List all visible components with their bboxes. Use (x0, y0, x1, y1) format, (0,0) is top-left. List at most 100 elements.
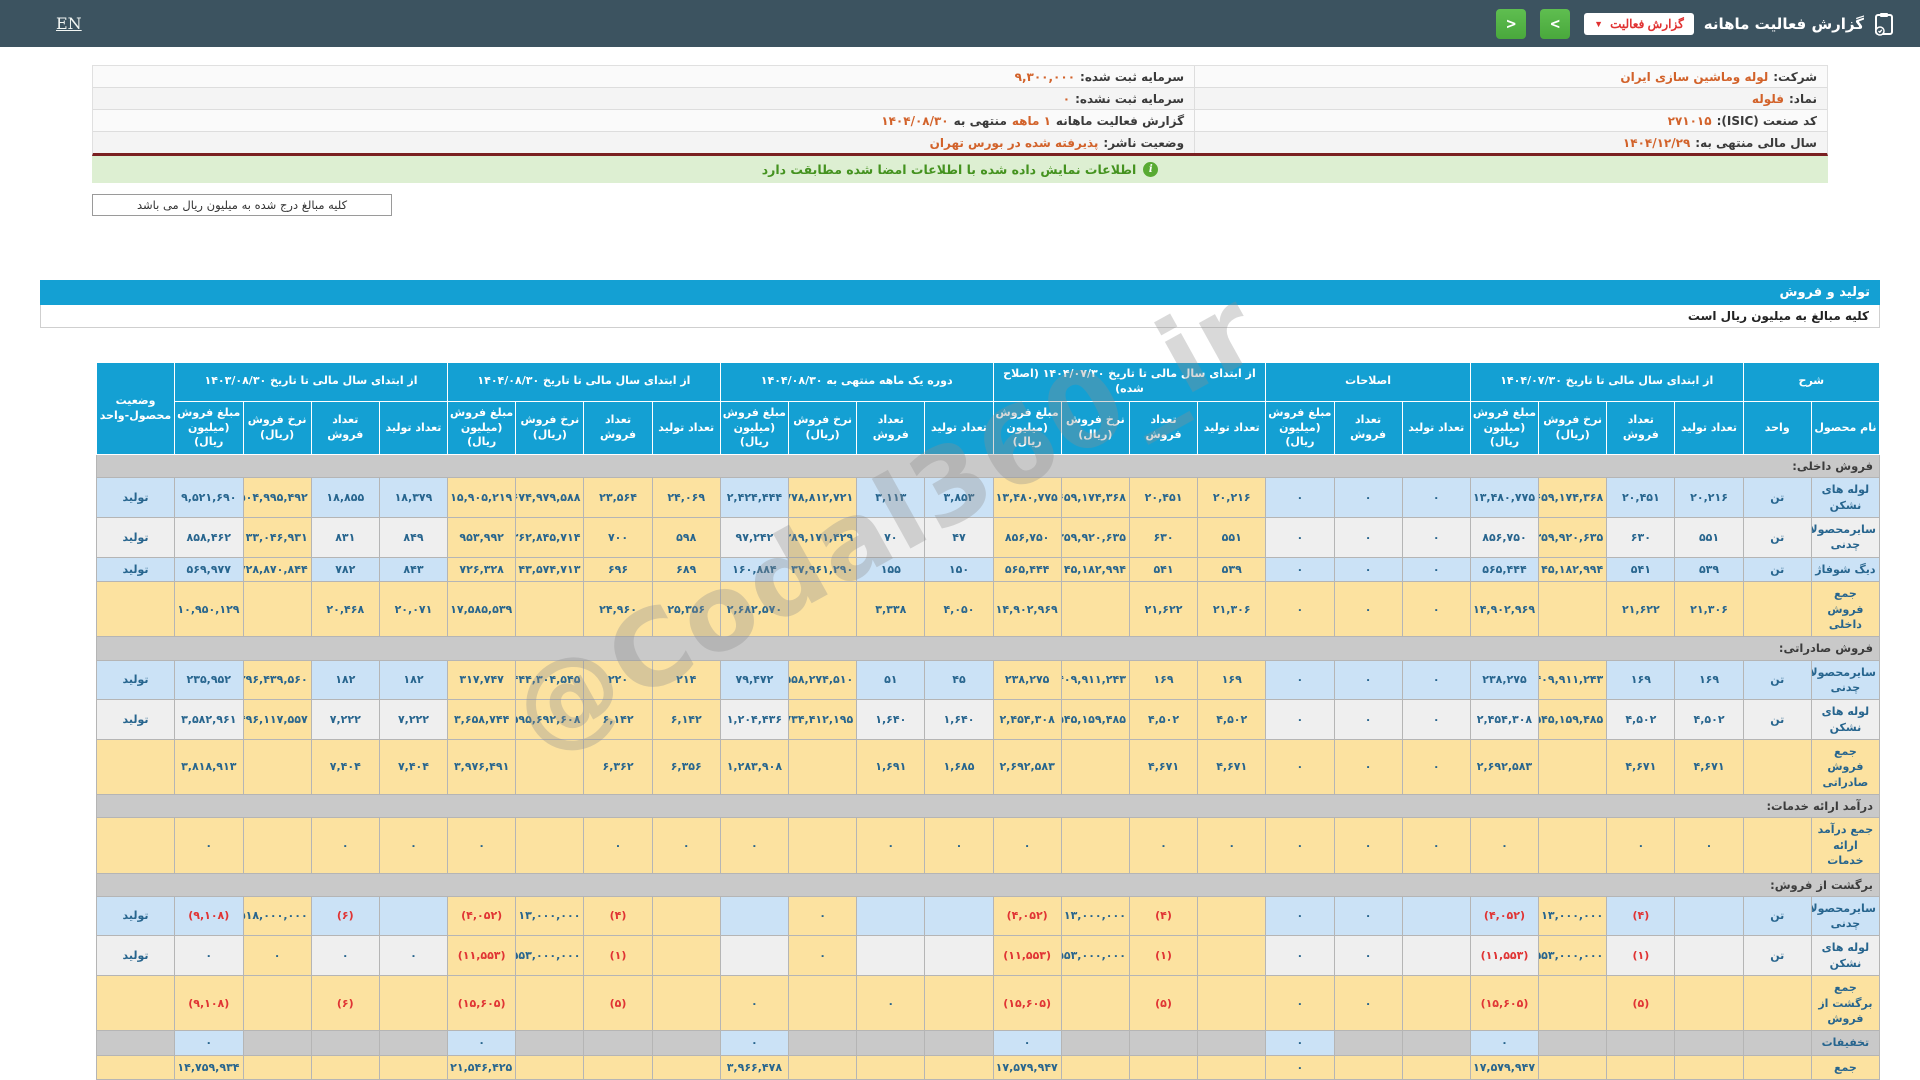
table-cell: ۰ (1197, 817, 1267, 874)
table-cell: ۲۱,۳۰۶ (1674, 581, 1744, 638)
next-report-button[interactable]: > (1540, 8, 1571, 39)
table-cell: ۱۴,۷۵۹,۹۳۴ (174, 1054, 244, 1080)
table-row: لوله های نشکن تن ۴,۵۰۲ ۴,۵۰۲ ۵۴۵,۱۵۹,۴۸۵ ۲,۴۵… (96, 699, 1881, 741)
table-cell: ۰ (1333, 699, 1403, 741)
table-cell: ۷۲۶,۳۲۸ (447, 556, 517, 583)
table-cell (583, 1054, 653, 1080)
table-cell (378, 975, 449, 1032)
table-cell (856, 1054, 926, 1080)
table-cell (242, 1054, 312, 1080)
table-cell: ۲۳۵,۹۵۲ (174, 659, 244, 701)
status-cell (96, 739, 175, 796)
column-header: تعداد فروش (1333, 400, 1403, 456)
table-cell: ۲,۴۵۴,۳۰۸ (992, 699, 1062, 741)
report-type-dropdown[interactable]: گزارش فعالیت ▼ (1584, 12, 1694, 35)
table-cell: ۱,۵۱۸,۰۰۰,۰۰۰ (242, 895, 312, 937)
table-cell (1197, 895, 1267, 937)
table-cell (1128, 1054, 1199, 1080)
table-cell: ۲۱۴ (651, 659, 721, 701)
info-label: کد صنعت (ISIC): (1716, 114, 1817, 128)
table-cell: ۱,۰۴۵,۱۸۲,۹۹۴ (1060, 556, 1130, 583)
table-cell: ۴,۶۷۱ (1606, 739, 1676, 796)
table-cell: ۰ (1401, 581, 1471, 638)
column-header: مبلغ فروش (میلیون ریال) (1469, 400, 1540, 456)
table-cell: ۱۰,۹۵۰,۱۲۹ (174, 581, 244, 638)
language-toggle-link[interactable]: EN (56, 14, 82, 33)
table-cell: ۰ (378, 817, 449, 874)
product-name-cell: جمع فروش داخلی (1810, 581, 1881, 638)
table-cell: تن (1742, 895, 1812, 937)
table-cell: ۲۰,۲۱۶ (1674, 477, 1744, 519)
table-cell (515, 739, 585, 796)
table-cell: ۷,۴۰۴ (378, 739, 449, 796)
table-cell: ۰ (1674, 817, 1744, 874)
table-cell (515, 1054, 585, 1080)
table-cell: ۰ (447, 817, 517, 874)
table-cell: ۱۴,۹۰۲,۹۶۹ (992, 581, 1062, 638)
table-cell (515, 581, 585, 638)
table-cell: ۹۷,۲۴۲ (719, 517, 790, 558)
table-cell: (۹,۱۰۸) (174, 975, 244, 1032)
table-cell (1674, 1054, 1744, 1080)
table-cell: ۸۵۶,۷۵۰ (992, 517, 1062, 558)
table-cell: ۱,۳۶۲,۸۴۵,۷۱۴ (515, 517, 585, 558)
table-cell: ۶,۱۴۲ (651, 699, 721, 741)
table-cell: ۰ (1401, 477, 1471, 519)
table-cell: (۴) (1128, 895, 1199, 937)
table-cell: ۶۷۴,۹۷۹,۵۸۸ (515, 477, 585, 519)
table-cell: ۰ (1265, 1030, 1335, 1056)
column-header: مبلغ فروش (میلیون ریال) (719, 400, 790, 456)
table-cell: ۰ (1265, 895, 1335, 937)
info-label: سرمایه ثبت نشده: (1075, 92, 1185, 106)
table-cell (1742, 817, 1812, 874)
table-cell (1401, 975, 1471, 1032)
clipboard-report-icon (1874, 12, 1894, 36)
product-name-cell: لوله های نشکن (1810, 477, 1881, 519)
table-cell: ۰ (1333, 477, 1403, 519)
table-cell: ۰ (378, 935, 449, 977)
production-amounts-note: کلیه مبالغ به میلیون ریال است (40, 305, 1880, 328)
table-cell: (۱۱,۵۵۳) (1469, 935, 1540, 977)
product-name-cell: لوله های نشکن (1810, 935, 1881, 977)
table-cell: ۰ (1265, 1054, 1335, 1080)
table-cell (787, 1054, 858, 1080)
banner-text: اطلاعات نمایش داده شده با اطلاعات امضا ش… (761, 162, 1137, 177)
table-cell: ۱۱,۵۵۳,۰۰۰,۰۰۰ (1060, 935, 1130, 977)
company-info-row: سال مالی منتهی به: ۱۴۰۴/۱۲/۲۹ وضعیت ناشر: پ… (93, 132, 1827, 153)
table-cell (1401, 935, 1471, 977)
table-row: لوله های نشکنتن(۱)۱۱,۵۵۳,۰۰۰,۰۰۰(۱۱,۵۵۳)… (96, 935, 1881, 977)
table-cell (1197, 1030, 1267, 1056)
table-cell (1060, 581, 1130, 638)
section-row-label: برگشت از فروش: (96, 872, 1880, 897)
amounts-unit-note: کلیه مبالغ درج شده به میلیون ریال می باش… (92, 194, 392, 216)
table-cell (515, 817, 585, 874)
table-cell: تن (1742, 699, 1812, 741)
table-row: سایرمحصولات چدنیتن(۴)۱,۰۱۳,۰۰۰,۰۰۰(۴,۰۵۲… (96, 895, 1881, 937)
table-cell (924, 895, 994, 937)
table-cell: ۱,۴۴۴,۳۰۴,۵۴۵ (515, 659, 585, 701)
table-cell: ۰ (856, 817, 926, 874)
table-cell: ۰ (1469, 1030, 1540, 1056)
previous-report-button[interactable]: < (1496, 8, 1527, 39)
table-cell (1401, 1054, 1471, 1080)
column-header: تعداد تولید (924, 400, 994, 456)
table-cell: ۰ (1265, 659, 1335, 701)
table-cell: ۳,۱۱۳ (856, 477, 926, 519)
table-cell (583, 1030, 653, 1056)
column-header: نرخ فروش (ریال) (242, 400, 312, 456)
table-cell: ۰ (856, 975, 926, 1032)
table-cell: ۱,۶۹۱ (856, 739, 926, 796)
table-cell: ۱,۰۳۷,۹۶۱,۲۹۰ (787, 556, 858, 583)
table-cell: تن (1742, 659, 1812, 701)
table-cell: (۴,۰۵۲) (992, 895, 1062, 937)
table-cell (1060, 1030, 1130, 1056)
info-value: لوله وماشین سازی ایران (1620, 70, 1769, 84)
table-cell: ۰ (1333, 581, 1403, 638)
status-cell (96, 1030, 175, 1056)
table-cell: ۶۸۹ (651, 556, 721, 583)
table-cell (1674, 935, 1744, 977)
table-cell: ۱,۴۰۹,۹۱۱,۲۴۳ (1538, 659, 1608, 701)
table-cell: (۴,۰۵۲) (447, 895, 517, 937)
table-cell: ۵۶۵,۴۴۴ (992, 556, 1062, 583)
table-cell: ۱۸,۸۵۵ (310, 477, 380, 519)
